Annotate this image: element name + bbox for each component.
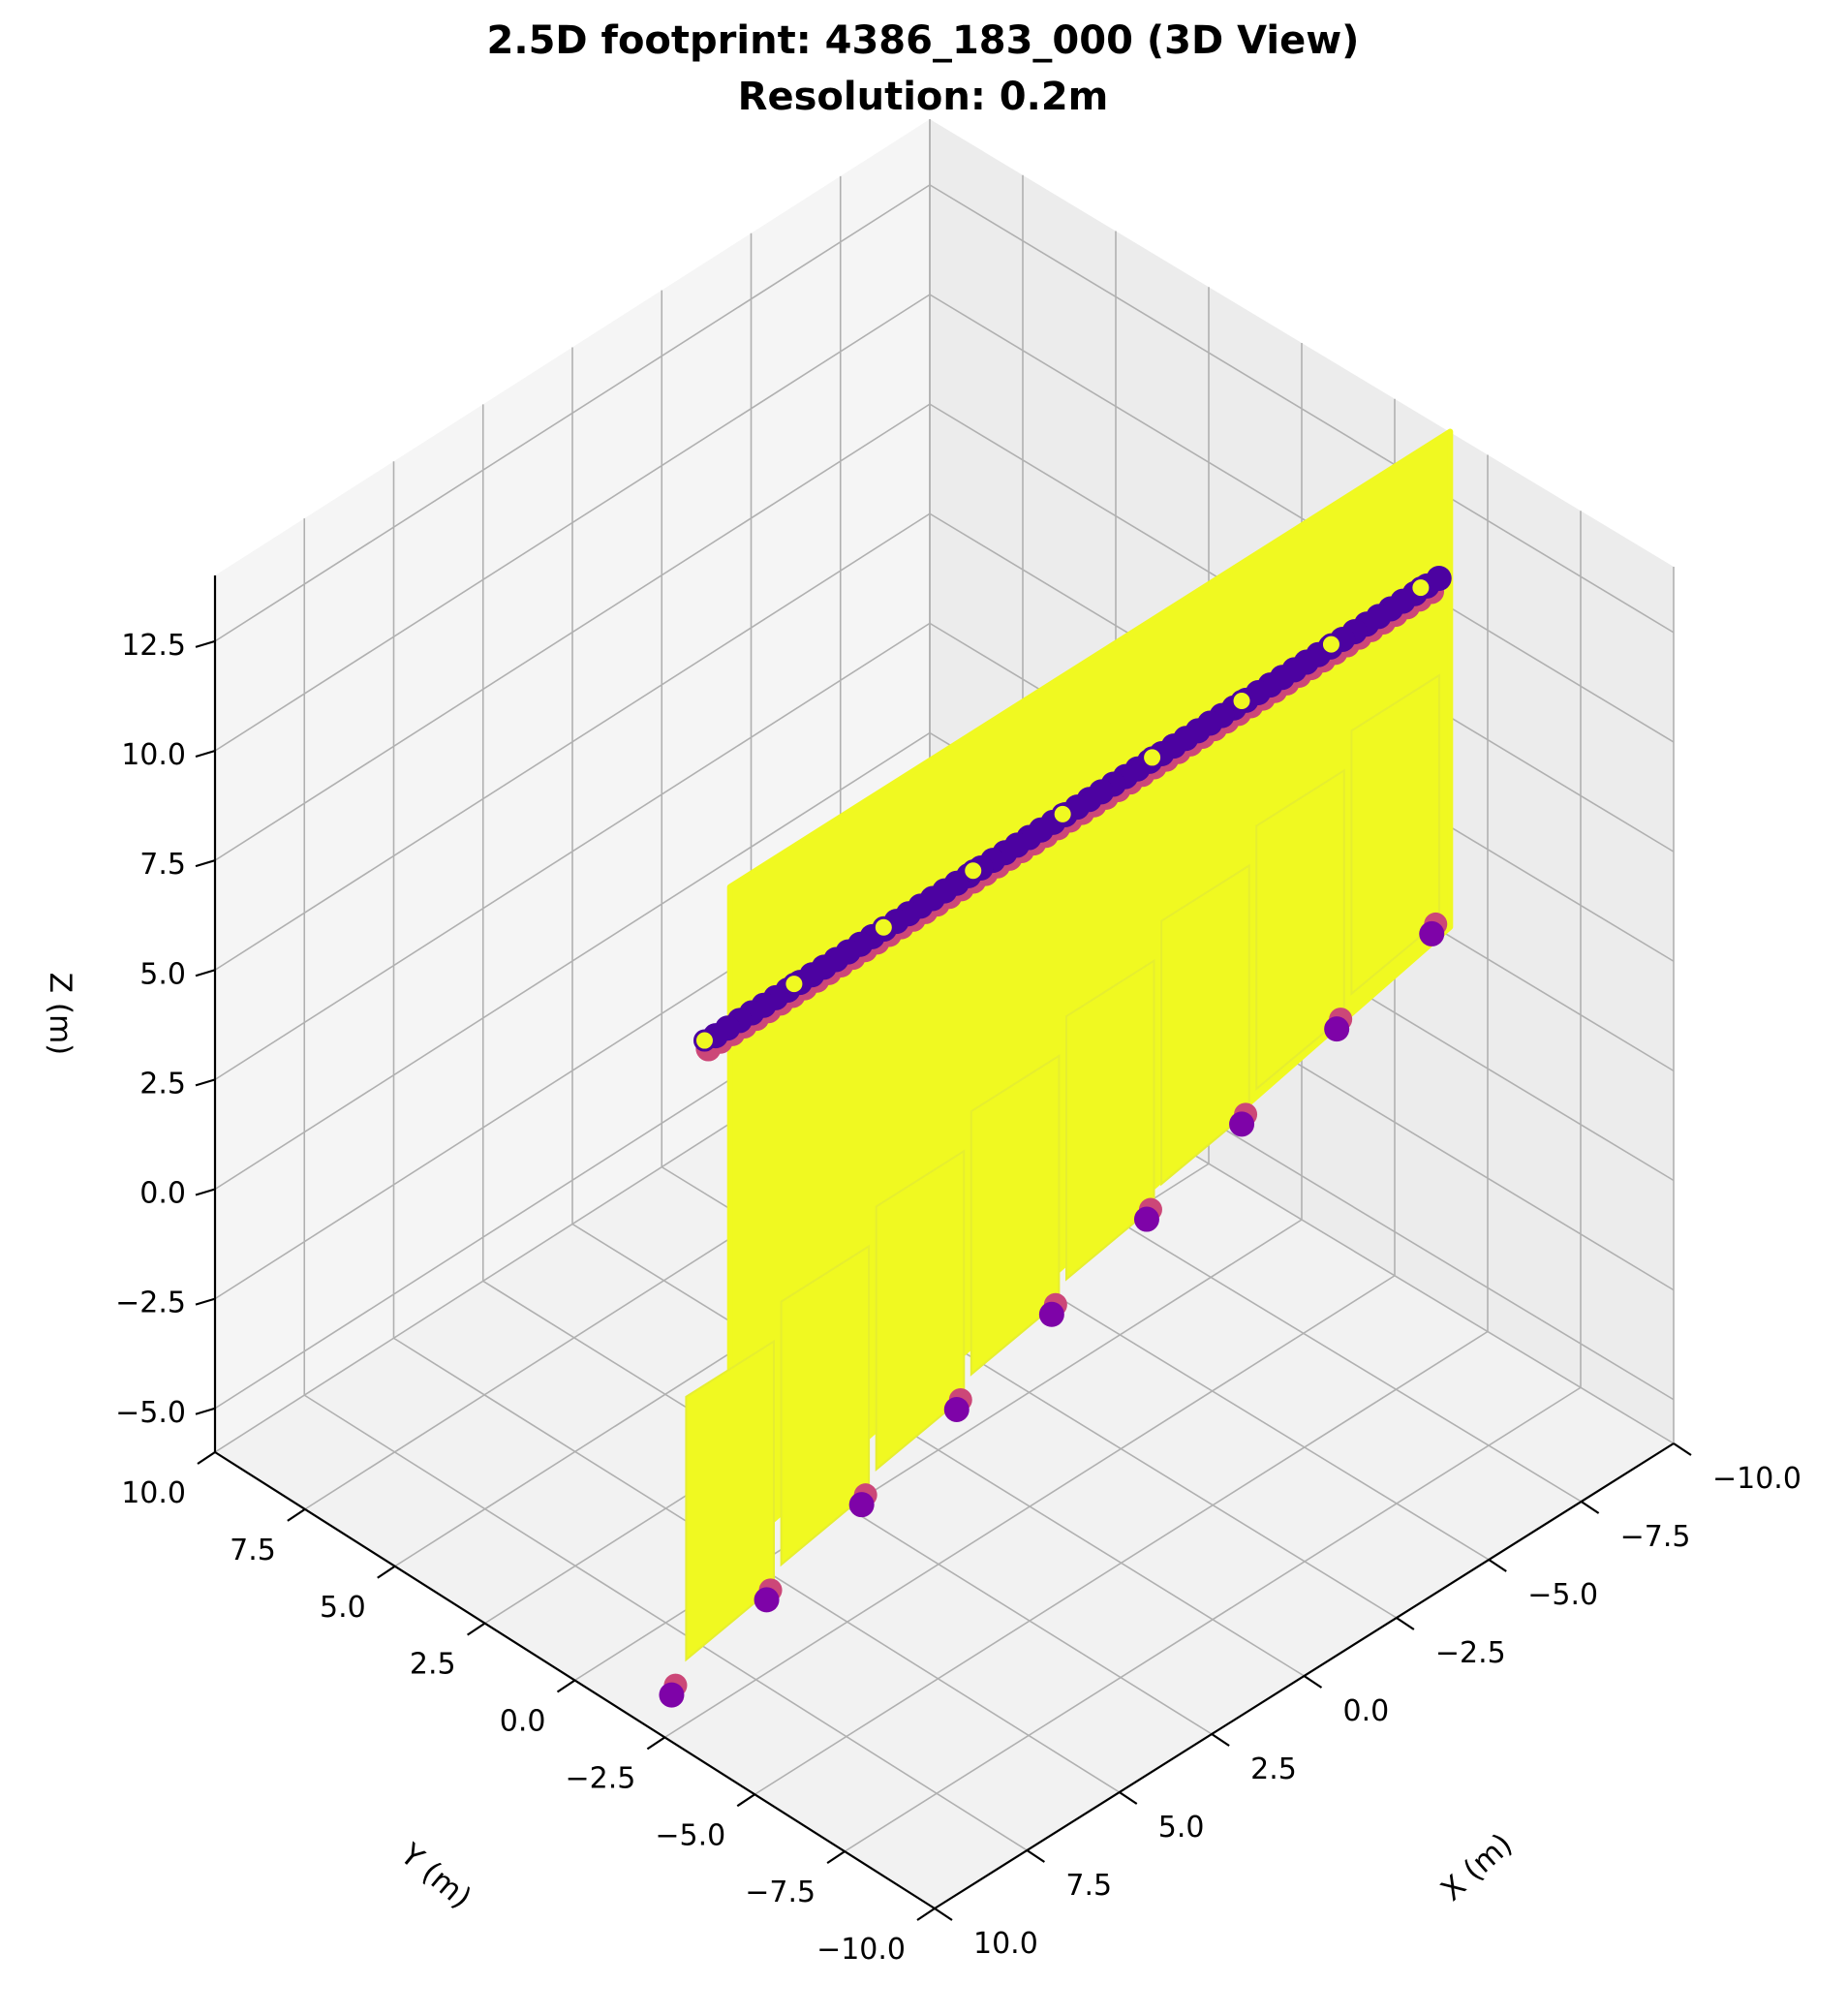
chart-title: 2.5D footprint: 4386_183_000 (3D View) xyxy=(487,18,1360,63)
z-tick-label: 7.5 xyxy=(139,848,186,882)
y-tick xyxy=(467,1622,486,1636)
wall-segment xyxy=(1160,863,1250,1187)
grid-line xyxy=(214,294,931,752)
ground-point xyxy=(1324,1016,1350,1042)
z-tick xyxy=(195,1078,216,1087)
x-tick-label: −5.0 xyxy=(1527,1578,1598,1612)
ground-point xyxy=(848,1492,875,1518)
wall-segment xyxy=(685,1339,775,1662)
y-tick-label: 2.5 xyxy=(410,1648,456,1682)
x-tick-label: 5.0 xyxy=(1158,1811,1205,1845)
x-tick xyxy=(934,1907,953,1921)
y-tick-label: −7.5 xyxy=(745,1876,816,1909)
grid-line xyxy=(929,294,1675,743)
wall-segment xyxy=(875,1149,966,1473)
ground-point xyxy=(943,1396,970,1422)
z-tick xyxy=(195,1297,216,1306)
y-tick xyxy=(916,1907,936,1921)
ground-point xyxy=(1133,1206,1159,1232)
y-tick xyxy=(197,1451,216,1465)
grid-line xyxy=(214,403,931,861)
tick-labels: −10.0−7.5−5.0−2.50.02.55.07.510.0−10.0−7… xyxy=(115,629,1801,1967)
roof-accent-point xyxy=(1319,633,1342,656)
wall-segment xyxy=(1065,958,1155,1282)
y-tick-label: −2.5 xyxy=(566,1761,636,1795)
x-tick xyxy=(1211,1733,1230,1747)
grid-line xyxy=(214,184,931,642)
grid-line xyxy=(214,622,931,1081)
roof-accent-point xyxy=(962,859,985,883)
y-tick xyxy=(736,1793,755,1808)
y-tick xyxy=(826,1850,846,1865)
wall-segment xyxy=(780,1244,871,1567)
data-marks xyxy=(659,428,1454,1708)
x-tick-label: −10.0 xyxy=(1712,1462,1801,1496)
x-tick-label: −2.5 xyxy=(1435,1636,1506,1670)
x-axis-label: X (m) xyxy=(1434,1827,1520,1908)
x-tick xyxy=(1303,1675,1323,1689)
z-tick-label: −5.0 xyxy=(115,1396,186,1430)
y-tick-label: 0.0 xyxy=(500,1705,546,1739)
y-tick-label: −5.0 xyxy=(655,1818,725,1852)
grid-line xyxy=(303,1394,1028,1851)
ground-point xyxy=(1038,1301,1064,1327)
grid-line xyxy=(929,184,1675,634)
z-tick xyxy=(195,859,216,868)
y-tick xyxy=(646,1736,665,1751)
ground-point xyxy=(1229,1111,1255,1137)
x-tick xyxy=(1119,1791,1138,1805)
ground-point xyxy=(1419,920,1445,946)
z-tick-label: −2.5 xyxy=(115,1287,186,1320)
x-tick xyxy=(1581,1501,1600,1514)
axis-lines xyxy=(195,575,1692,1921)
z-tick xyxy=(195,969,216,977)
x-tick-label: −7.5 xyxy=(1620,1520,1691,1554)
roof-accent-point xyxy=(783,973,806,996)
z-tick-label: 12.5 xyxy=(121,629,186,663)
x-tick xyxy=(1026,1849,1045,1863)
roof-accent-point xyxy=(872,915,895,939)
z-tick-label: 0.0 xyxy=(139,1177,186,1211)
z-tick xyxy=(195,1188,216,1196)
roof-accent-point xyxy=(1051,802,1074,825)
x-tick-label: 0.0 xyxy=(1343,1694,1390,1728)
z-tick-label: 5.0 xyxy=(139,957,186,991)
y-tick xyxy=(377,1565,396,1579)
y-axis-label: Y (m) xyxy=(393,1837,478,1916)
z-tick-label: 2.5 xyxy=(139,1067,186,1101)
z-tick xyxy=(195,749,216,759)
grid-line xyxy=(214,731,931,1191)
y-tick-label: 10.0 xyxy=(121,1476,186,1510)
z-axis-label: Z (m) xyxy=(43,973,77,1055)
roof-accent-point xyxy=(1141,746,1164,769)
ground-point xyxy=(659,1682,685,1708)
x-tick-label: 10.0 xyxy=(973,1927,1038,1961)
x-tick xyxy=(1488,1559,1507,1572)
y-tick-label: −10.0 xyxy=(816,1933,906,1967)
x-tick-label: 7.5 xyxy=(1065,1869,1112,1903)
grid-line xyxy=(214,512,931,971)
z-tick-label: 10.0 xyxy=(121,738,186,772)
roof-accent-point xyxy=(693,1029,716,1052)
x-tick-label: 2.5 xyxy=(1250,1752,1297,1786)
z-tick xyxy=(195,639,216,648)
x-tick xyxy=(1396,1617,1415,1630)
roof-accent-point xyxy=(1230,690,1253,713)
y-tick xyxy=(287,1507,306,1522)
y-tick xyxy=(556,1679,576,1693)
floor-pane xyxy=(215,996,1674,1908)
roof-accent-point xyxy=(1409,576,1432,600)
ground-point xyxy=(754,1587,780,1613)
wall-segment xyxy=(1255,768,1345,1092)
y-tick-label: 7.5 xyxy=(230,1534,276,1567)
x-tick xyxy=(1673,1442,1692,1456)
y-tick-label: 5.0 xyxy=(320,1591,366,1625)
chart-subtitle: Resolution: 0.2m xyxy=(738,75,1109,119)
wall-segment xyxy=(1350,673,1440,996)
wall-segment xyxy=(970,1054,1061,1377)
z-tick xyxy=(195,1407,216,1415)
